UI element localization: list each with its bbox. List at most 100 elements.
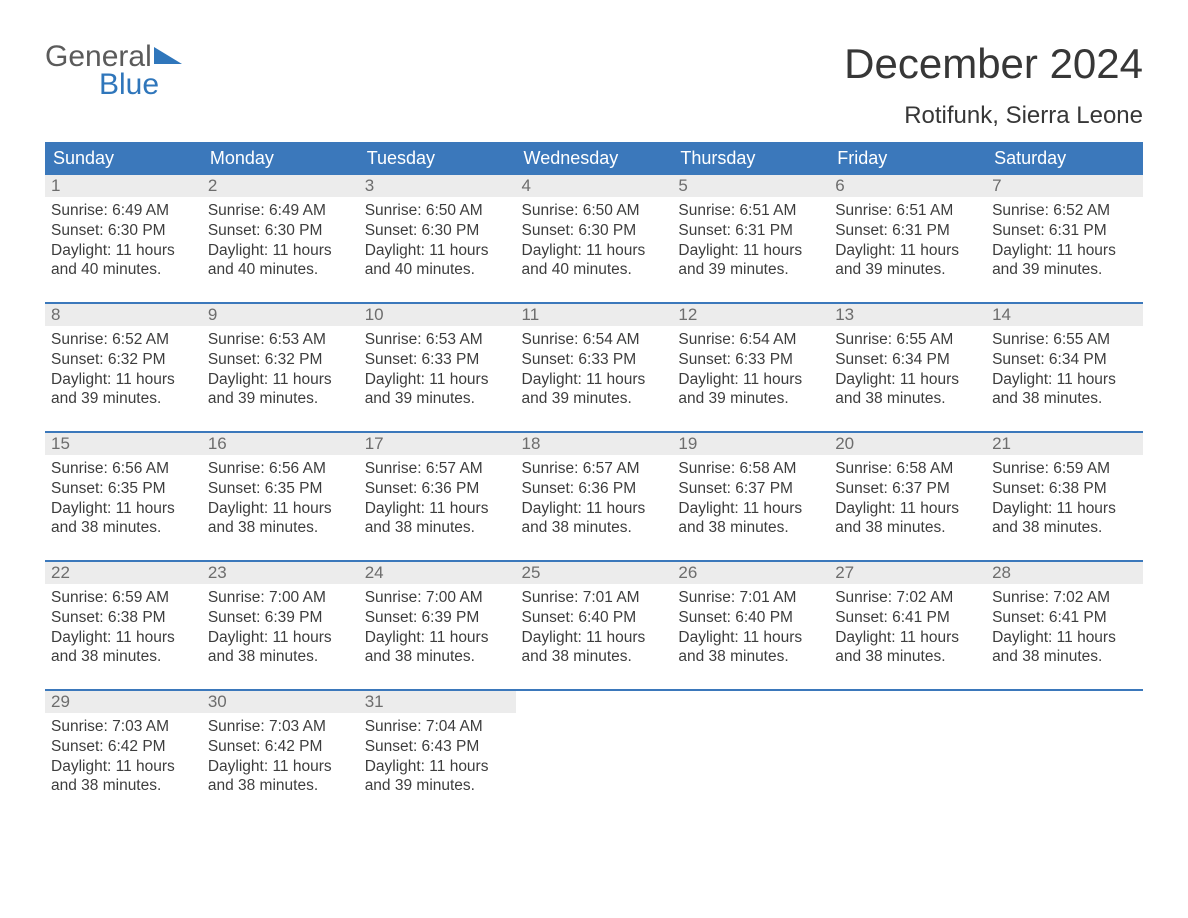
day-cell: 1 Sunrise: 6:49 AMSunset: 6:30 PMDaylight… (45, 175, 202, 303)
day-cell: 3Sunrise: 6:50 AMSunset: 6:30 PMDaylight… (359, 175, 516, 303)
day-cell: 21Sunrise: 6:59 AMSunset: 6:38 PMDayligh… (986, 433, 1143, 561)
sunrise-line: Sunrise: 6:58 AM (835, 459, 980, 479)
sunrise-line: Sunrise: 6:58 AM (678, 459, 823, 479)
day-body: Sunrise: 6:52 AMSunset: 6:31 PMDaylight:… (986, 197, 1143, 290)
sunrise-line: Sunrise: 6:59 AM (992, 459, 1137, 479)
day-number: 4 (516, 175, 673, 197)
sunset-line: Sunset: 6:40 PM (678, 608, 823, 628)
day-cell: 23Sunrise: 7:00 AMSunset: 6:39 PMDayligh… (202, 562, 359, 690)
day-cell (829, 691, 986, 819)
day-number: 8 (45, 304, 202, 326)
sunset-line: Sunset: 6:39 PM (365, 608, 510, 628)
sunset-line: Sunset: 6:32 PM (51, 350, 196, 370)
day-number: 17 (359, 433, 516, 455)
day-cell (672, 691, 829, 819)
sunset-line: Sunset: 6:30 PM (365, 221, 510, 241)
daylight-line: Daylight: 11 hours and 39 minutes. (522, 370, 667, 410)
sunset-line: Sunset: 6:35 PM (208, 479, 353, 499)
day-cell: 24Sunrise: 7:00 AMSunset: 6:39 PMDayligh… (359, 562, 516, 690)
day-number: 29 (45, 691, 202, 713)
day-cell: 13Sunrise: 6:55 AMSunset: 6:34 PMDayligh… (829, 304, 986, 432)
daylight-line: Daylight: 11 hours and 39 minutes. (992, 241, 1137, 281)
sunrise-line: Sunrise: 7:01 AM (678, 588, 823, 608)
day-cell: 2Sunrise: 6:49 AMSunset: 6:30 PMDaylight… (202, 175, 359, 303)
sunrise-line: Sunrise: 6:59 AM (51, 588, 196, 608)
logo-blue: Blue (45, 70, 182, 100)
sunset-line: Sunset: 6:38 PM (51, 608, 196, 628)
sunrise-line: Sunrise: 6:54 AM (678, 330, 823, 350)
daylight-line: Daylight: 11 hours and 39 minutes. (835, 241, 980, 281)
day-cell: 9Sunrise: 6:53 AMSunset: 6:32 PMDaylight… (202, 304, 359, 432)
sunrise-line: Sunrise: 6:49 AM (51, 201, 196, 221)
sunset-line: Sunset: 6:38 PM (992, 479, 1137, 499)
daylight-line: Daylight: 11 hours and 38 minutes. (835, 628, 980, 668)
sunrise-line: Sunrise: 6:53 AM (208, 330, 353, 350)
day-cell: 26Sunrise: 7:01 AMSunset: 6:40 PMDayligh… (672, 562, 829, 690)
day-body: Sunrise: 7:04 AMSunset: 6:43 PMDaylight:… (359, 713, 516, 806)
weekday-header: Sunday (45, 142, 202, 175)
sunset-line: Sunset: 6:37 PM (678, 479, 823, 499)
daylight-line: Daylight: 11 hours and 39 minutes. (51, 370, 196, 410)
day-body: Sunrise: 6:56 AMSunset: 6:35 PMDaylight:… (202, 455, 359, 548)
day-number: 13 (829, 304, 986, 326)
sunset-line: Sunset: 6:33 PM (678, 350, 823, 370)
sunrise-line: Sunrise: 6:57 AM (365, 459, 510, 479)
day-cell (516, 691, 673, 819)
day-cell: 7Sunrise: 6:52 AMSunset: 6:31 PMDaylight… (986, 175, 1143, 303)
day-body: Sunrise: 6:56 AMSunset: 6:35 PMDaylight:… (45, 455, 202, 548)
day-number: 31 (359, 691, 516, 713)
day-body: Sunrise: 6:53 AMSunset: 6:33 PMDaylight:… (359, 326, 516, 419)
sunset-line: Sunset: 6:30 PM (522, 221, 667, 241)
sunset-line: Sunset: 6:30 PM (51, 221, 196, 241)
day-body: Sunrise: 6:53 AMSunset: 6:32 PMDaylight:… (202, 326, 359, 419)
day-number: 7 (986, 175, 1143, 197)
day-number: 23 (202, 562, 359, 584)
daylight-line: Daylight: 11 hours and 38 minutes. (992, 499, 1137, 539)
day-number: 19 (672, 433, 829, 455)
sunrise-line: Sunrise: 6:50 AM (365, 201, 510, 221)
day-cell: 15Sunrise: 6:56 AMSunset: 6:35 PMDayligh… (45, 433, 202, 561)
day-number: 15 (45, 433, 202, 455)
sunset-line: Sunset: 6:40 PM (522, 608, 667, 628)
week-row: 29Sunrise: 7:03 AMSunset: 6:42 PMDayligh… (45, 691, 1143, 819)
day-number: 30 (202, 691, 359, 713)
daylight-line: Daylight: 11 hours and 38 minutes. (51, 628, 196, 668)
day-cell: 28Sunrise: 7:02 AMSunset: 6:41 PMDayligh… (986, 562, 1143, 690)
day-body: Sunrise: 6:50 AMSunset: 6:30 PMDaylight:… (359, 197, 516, 290)
sunrise-line: Sunrise: 6:54 AM (522, 330, 667, 350)
day-body: Sunrise: 6:55 AMSunset: 6:34 PMDaylight:… (986, 326, 1143, 419)
sunrise-line: Sunrise: 7:00 AM (365, 588, 510, 608)
daylight-line: Daylight: 11 hours and 38 minutes. (678, 628, 823, 668)
sunset-line: Sunset: 6:31 PM (835, 221, 980, 241)
daylight-line: Daylight: 11 hours and 38 minutes. (208, 757, 353, 797)
sunset-line: Sunset: 6:33 PM (522, 350, 667, 370)
sunrise-line: Sunrise: 6:50 AM (522, 201, 667, 221)
day-body: Sunrise: 7:02 AMSunset: 6:41 PMDaylight:… (829, 584, 986, 677)
sunset-line: Sunset: 6:37 PM (835, 479, 980, 499)
day-body: Sunrise: 6:54 AMSunset: 6:33 PMDaylight:… (516, 326, 673, 419)
day-cell: 29Sunrise: 7:03 AMSunset: 6:42 PMDayligh… (45, 691, 202, 819)
day-number: 20 (829, 433, 986, 455)
day-number: 5 (672, 175, 829, 197)
daylight-line: Daylight: 11 hours and 39 minutes. (678, 370, 823, 410)
sunrise-line: Sunrise: 6:53 AM (365, 330, 510, 350)
daylight-line: Daylight: 11 hours and 40 minutes. (51, 241, 196, 281)
day-cell: 10Sunrise: 6:53 AMSunset: 6:33 PMDayligh… (359, 304, 516, 432)
day-cell: 4Sunrise: 6:50 AMSunset: 6:30 PMDaylight… (516, 175, 673, 303)
daylight-line: Daylight: 11 hours and 38 minutes. (51, 499, 196, 539)
day-cell: 11Sunrise: 6:54 AMSunset: 6:33 PMDayligh… (516, 304, 673, 432)
daylight-line: Daylight: 11 hours and 38 minutes. (835, 370, 980, 410)
day-cell: 22Sunrise: 6:59 AMSunset: 6:38 PMDayligh… (45, 562, 202, 690)
day-body: Sunrise: 6:58 AMSunset: 6:37 PMDaylight:… (829, 455, 986, 548)
sunset-line: Sunset: 6:43 PM (365, 737, 510, 757)
day-body: Sunrise: 7:01 AMSunset: 6:40 PMDaylight:… (516, 584, 673, 677)
sunrise-line: Sunrise: 6:55 AM (992, 330, 1137, 350)
daylight-line: Daylight: 11 hours and 38 minutes. (208, 499, 353, 539)
day-number: 1 (45, 175, 202, 197)
daylight-line: Daylight: 11 hours and 39 minutes. (208, 370, 353, 410)
day-number: 28 (986, 562, 1143, 584)
day-number: 12 (672, 304, 829, 326)
sunset-line: Sunset: 6:39 PM (208, 608, 353, 628)
sunset-line: Sunset: 6:34 PM (992, 350, 1137, 370)
weekday-header: Saturday (986, 142, 1143, 175)
